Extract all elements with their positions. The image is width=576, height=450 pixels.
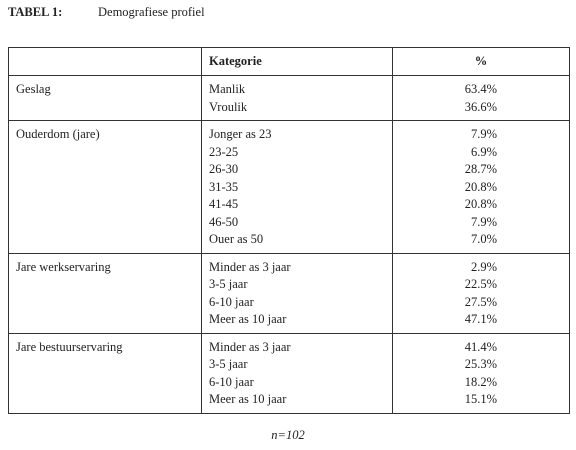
percent: 18.2% <box>464 374 497 389</box>
percent: 41.4% <box>464 339 497 354</box>
category-cell: Minder as 3 jaar 3-5 jaar 6-10 jaar Meer as… <box>201 252 393 334</box>
percent: 22.5% <box>464 277 497 291</box>
caption-title: Demografiese profiel <box>98 5 205 19</box>
percent-cell: 2.9% 22.5% 27.5% 47.1% <box>392 252 570 334</box>
category: 3-5 jaar <box>209 357 248 371</box>
category: 6-10 jaar <box>209 294 254 309</box>
group-row: Ouderdom (jare) Jonger as 23 23-25 26-30 31-… <box>8 120 570 254</box>
category-cell: Minder as 3 jaar 3-5 jaar 6-10 jaar Meer as… <box>201 332 393 414</box>
group-row: Jare bestuurservaring Minder as 3 jaar 3-5… <box>8 332 570 414</box>
percent: 7.9% <box>470 214 497 229</box>
table: Kategorie% Geslag Manlik Vroulik 63.4% 36.6% O… <box>8 47 570 414</box>
category: Vroulik <box>209 99 248 114</box>
percent: 28.7% <box>464 162 497 176</box>
category-cell: Manlik Vroulik <box>201 75 393 121</box>
group-name: Ouderdom (jare) <box>8 120 202 254</box>
caption: TABEL 1: Demografiese profiel <box>8 5 205 20</box>
percent: 2.9% <box>470 259 497 274</box>
percent: 20.8% <box>464 179 497 194</box>
percent: 20.8% <box>464 197 497 211</box>
category: Ouer as 50 <box>209 232 264 246</box>
header-row: Kategorie% <box>8 47 570 76</box>
category: 23-25 <box>209 144 239 159</box>
group-name: Jare werkservaring <box>8 252 202 334</box>
percent-cell: 7.9% 6.9% 28.7% 20.8% 20.8% 7.9% 7.0% <box>392 120 570 254</box>
category-cell: Jonger as 23 23-25 26-30 31-35 41-45 46-50 Oue… <box>201 120 393 254</box>
group-name: Jare bestuurservaring <box>8 332 202 414</box>
percent-cell: 63.4% 36.6% <box>392 75 570 121</box>
category: Minder as 3 jaar <box>209 339 291 354</box>
percent: 15.1% <box>464 392 497 406</box>
percent: 7.9% <box>470 127 497 141</box>
percent: 6.9% <box>470 144 497 159</box>
percent-cell: 41.4% 25.3% 18.2% 15.1% <box>392 332 570 414</box>
category: 26-30 <box>209 162 239 176</box>
category: 3-5 jaar <box>209 277 248 291</box>
percent: 47.1% <box>464 312 497 326</box>
group-name: Geslag <box>8 75 202 121</box>
category: Minder as 3 jaar <box>209 259 291 274</box>
group-row: Jare werkservaring Minder as 3 jaar 3-5 ja… <box>8 252 570 334</box>
category: 41-45 <box>209 197 239 211</box>
category: 31-35 <box>209 179 239 194</box>
category: 46-50 <box>209 214 239 229</box>
footnote: n=102 <box>271 428 305 442</box>
header-cell <box>8 47 202 76</box>
group-row: Geslag Manlik Vroulik 63.4% 36.6% <box>8 75 570 121</box>
category: Meer as 10 jaar <box>209 312 287 326</box>
category: Jonger as 23 <box>209 127 272 141</box>
header-cell: Kategorie <box>201 47 393 76</box>
percent: 25.3% <box>464 357 497 371</box>
category: Manlik <box>209 82 246 96</box>
category: 6-10 jaar <box>209 374 254 389</box>
caption-label: TABEL 1: <box>8 5 63 19</box>
percent: 36.6% <box>464 99 497 114</box>
category: Meer as 10 jaar <box>209 392 287 406</box>
percent: 7.0% <box>470 232 497 246</box>
header-cell: % <box>392 47 570 76</box>
table-body: Kategorie% Geslag Manlik Vroulik 63.4% 36.6% O… <box>8 47 570 414</box>
percent: 63.4% <box>464 82 497 96</box>
percent: 27.5% <box>464 294 497 309</box>
